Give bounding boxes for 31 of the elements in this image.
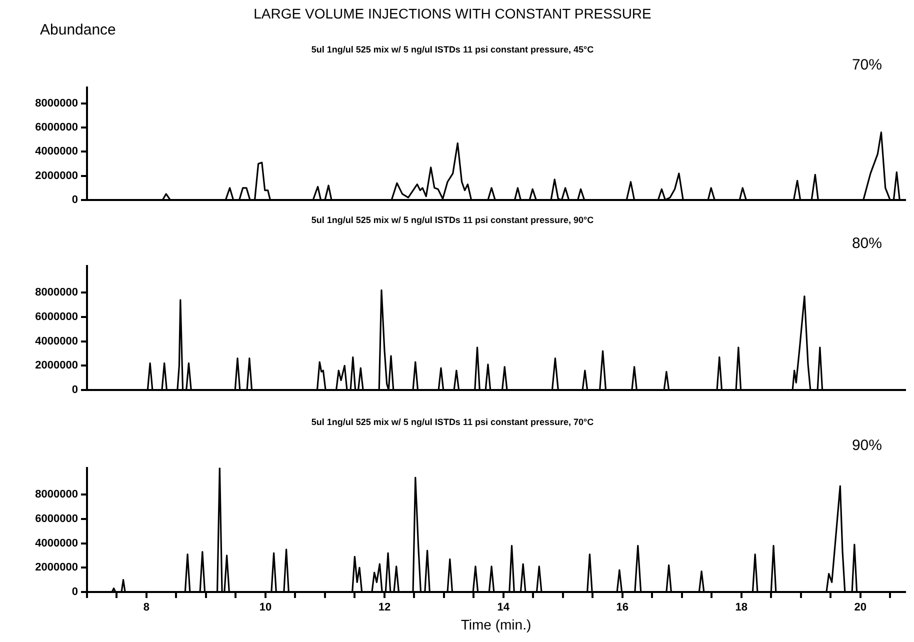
x-tick-label: 8 xyxy=(143,602,150,614)
chart-subtitle: 5ul 1ng/ul 525 mix w/ 5 ng/ul ISTDs 11 psi constant pressure, 70°C xyxy=(311,416,594,427)
y-tick-label: 4000000 xyxy=(35,335,78,348)
y-tick-label: 4000000 xyxy=(35,146,78,158)
x-tick-label: 14 xyxy=(497,602,510,614)
y-tick-label: 0 xyxy=(72,194,78,206)
y-tick-label: 6000000 xyxy=(35,512,78,525)
x-tick-label: 12 xyxy=(378,602,391,614)
y-tick-label: 6000000 xyxy=(35,310,78,323)
y-axis-title: Abundance xyxy=(40,22,116,39)
chart-subtitle: 5ul 1ng/ul 525 mix w/ 5 ng/ul ISTDs 11 psi constant pressure, 90°C xyxy=(311,214,594,225)
y-tick-label: 8000000 xyxy=(35,97,78,110)
y-tick-label: 0 xyxy=(72,384,78,396)
y-tick-label: 6000000 xyxy=(35,122,78,134)
chart-title: LARGE VOLUME INJECTIONS WITH CONSTANT PRESSURE xyxy=(254,5,652,22)
text: 90% xyxy=(852,436,882,454)
x-axis-title: Time (min.) xyxy=(460,616,532,632)
y-tick-label: 8000000 xyxy=(35,488,78,501)
chart-subtitle: 5ul 1ng/ul 525 mix w/ 5 ng/ul ISTDs 11 psi constant pressure, 45°C xyxy=(311,44,594,55)
text: 80% xyxy=(852,234,882,252)
text: 70% xyxy=(852,56,882,74)
y-tick-label: 4000000 xyxy=(35,537,78,550)
y-tick-label: 8000000 xyxy=(35,286,78,299)
x-tick-label: 16 xyxy=(616,602,629,614)
x-tick-label: 20 xyxy=(854,602,867,614)
x-tick-label: 10 xyxy=(259,602,272,614)
y-tick-label: 2000000 xyxy=(35,360,78,372)
y-tick-label: 2000000 xyxy=(35,170,78,182)
y-tick-label: 0 xyxy=(72,586,78,598)
x-tick-label: 18 xyxy=(735,602,748,614)
y-tick-label: 2000000 xyxy=(35,562,78,574)
